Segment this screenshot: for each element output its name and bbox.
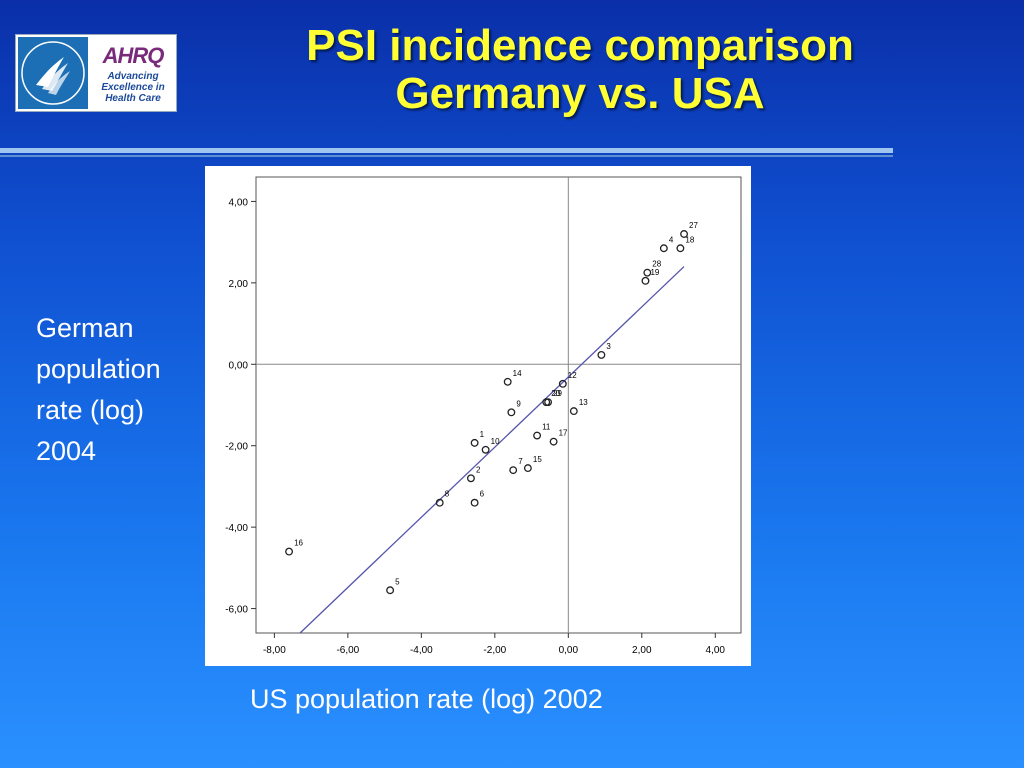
regression-line	[299, 266, 685, 634]
title-divider	[0, 148, 893, 153]
data-point-9	[507, 408, 516, 417]
y-tick-label: 2,00	[229, 279, 249, 290]
data-point-2	[466, 474, 475, 483]
data-point-3	[597, 350, 606, 359]
data-point-label-28: 28	[652, 260, 661, 269]
data-point-label-27: 27	[689, 221, 698, 230]
data-point-28	[643, 268, 652, 277]
plot-frame	[255, 176, 742, 634]
x-axis-caption: US population rate (log) 2002	[250, 684, 603, 714]
data-point-label-4: 4	[669, 235, 674, 244]
y-tick-label: -2,00	[225, 442, 248, 453]
data-point-label-8: 8	[445, 490, 450, 499]
data-point-5	[386, 586, 395, 595]
data-point-18	[676, 244, 685, 253]
data-point-14	[503, 377, 512, 386]
ahrq-tagline: Advancing Excellence in Health Care	[101, 71, 165, 104]
data-point-11	[533, 431, 542, 440]
data-point-label-6: 6	[480, 490, 485, 499]
ahrq-logo: AHRQ Advancing Excellence in Health Care	[15, 34, 177, 112]
data-point-label-2: 2	[476, 465, 481, 474]
x-tick-label: 0,00	[559, 645, 579, 656]
data-point-label-10: 10	[491, 437, 500, 446]
data-point-label-15: 15	[533, 455, 542, 464]
data-point-6	[470, 498, 479, 507]
data-point-label-5: 5	[395, 577, 400, 586]
data-point-13	[569, 407, 578, 416]
scatter-chart: -8,00 -6,00 -4,00 -2,00 0,00 2,00 4,00 -6,00 -4,…	[205, 166, 751, 666]
data-point-19	[641, 276, 650, 285]
data-point-label-29: 29	[553, 389, 562, 398]
scatter-plot-svg: -8,00 -6,00 -4,00 -2,00 0,00 2,00 4,00 -6,00 -4,…	[225, 176, 742, 656]
data-point-10	[481, 445, 490, 454]
data-point-label-9: 9	[516, 399, 521, 408]
x-tick-label: 2,00	[632, 645, 652, 656]
x-tick-label: -6,00	[336, 645, 359, 656]
data-point-8	[435, 498, 444, 507]
data-point-label-13: 13	[579, 398, 588, 407]
title-divider-shadow	[0, 155, 893, 157]
data-point-label-14: 14	[513, 369, 522, 378]
title-line-2: Germany vs. USA	[395, 69, 765, 118]
data-point-16	[285, 547, 294, 556]
data-point-label-18: 18	[685, 235, 694, 244]
data-point-label-12: 12	[568, 371, 577, 380]
data-point-17	[549, 437, 558, 446]
data-point-1	[470, 438, 479, 447]
y-tick-label: 0,00	[229, 360, 249, 371]
data-point-7	[509, 466, 518, 475]
title-line-1: PSI incidence comparison	[306, 21, 854, 70]
data-point-label-3: 3	[606, 342, 611, 351]
data-point-4	[659, 244, 668, 253]
data-point-label-7: 7	[518, 457, 523, 466]
data-point-label-17: 17	[559, 429, 568, 438]
x-tick-label: 4,00	[706, 645, 726, 656]
data-point-27	[680, 230, 688, 238]
data-point-label-1: 1	[480, 430, 485, 439]
x-tick-label: -8,00	[263, 645, 286, 656]
slide-title: PSI incidence comparison Germany vs. USA	[200, 22, 960, 118]
data-point-label-11: 11	[542, 423, 551, 432]
x-tick-label: -4,00	[410, 645, 433, 656]
y-tick-label: 4,00	[229, 197, 249, 208]
ahrq-wordmark: AHRQ	[102, 43, 165, 68]
data-point-15	[523, 464, 532, 473]
data-point-label-19: 19	[650, 268, 659, 277]
hhs-seal-icon	[18, 37, 88, 109]
y-tick-label: -6,00	[225, 605, 248, 616]
data-point-label-16: 16	[294, 539, 303, 548]
x-tick-label: -2,00	[483, 645, 506, 656]
y-tick-label: -4,00	[225, 523, 248, 534]
data-point-label-20: 20	[551, 389, 560, 398]
y-axis-caption: German population rate (log) 2004	[36, 313, 161, 466]
data-point-12	[558, 379, 567, 388]
data-point-29	[544, 398, 553, 407]
